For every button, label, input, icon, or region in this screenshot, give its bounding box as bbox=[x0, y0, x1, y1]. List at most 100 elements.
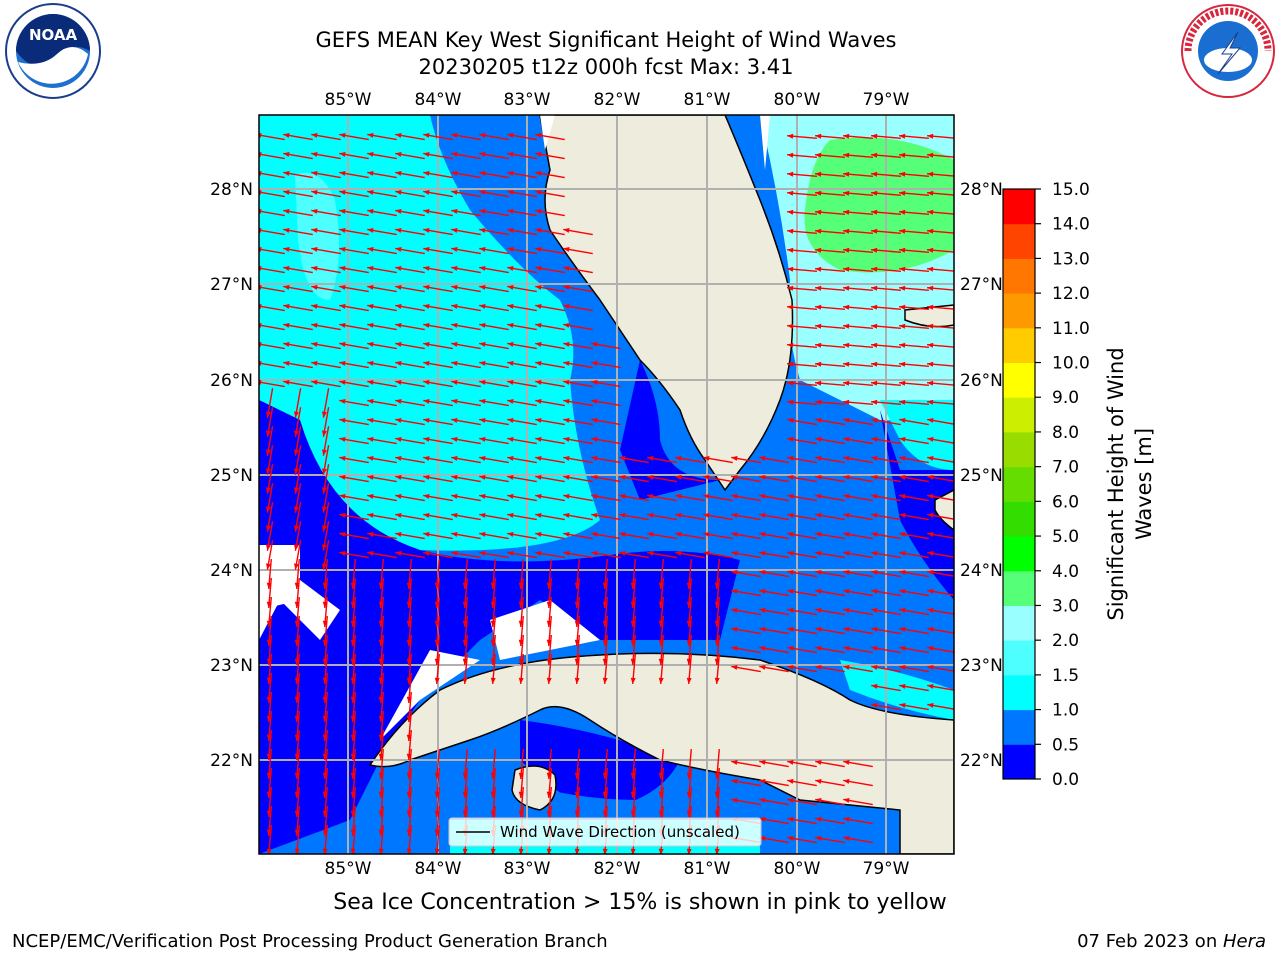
colorbar-segment bbox=[1003, 466, 1035, 502]
colorbar-tick-label: 6.0 bbox=[1052, 492, 1079, 512]
wind-arrow-head bbox=[927, 588, 934, 594]
wind-arrow-head bbox=[787, 550, 794, 556]
lon-label-bottom: 79°W bbox=[863, 859, 910, 879]
wind-arrow-head bbox=[927, 266, 934, 272]
wind-arrow-head bbox=[759, 778, 766, 784]
wind-arrow-head bbox=[563, 550, 570, 556]
wind-arrow-head bbox=[591, 341, 598, 347]
wind-arrow-head bbox=[843, 664, 850, 670]
wind-arrow-head bbox=[871, 152, 878, 158]
wind-arrow-head bbox=[563, 322, 570, 328]
wind-arrow-head bbox=[367, 170, 374, 176]
wind-arrow-head bbox=[871, 474, 878, 480]
wind-arrow-head bbox=[451, 550, 458, 556]
wind-arrow-head bbox=[787, 228, 794, 234]
wind-arrow-head bbox=[367, 246, 374, 252]
wind-arrow-head bbox=[423, 360, 430, 366]
wind-arrow-head bbox=[815, 493, 822, 499]
wind-arrow-head bbox=[591, 531, 598, 537]
wind-arrow-head bbox=[490, 677, 496, 684]
wind-arrow-head bbox=[283, 341, 290, 347]
wind-arrow-head bbox=[591, 474, 598, 480]
wind-arrow-head bbox=[591, 379, 598, 385]
wind-arrow-head bbox=[563, 265, 570, 271]
wind-arrow-head bbox=[265, 506, 271, 513]
wind-arrow-head bbox=[647, 531, 654, 537]
wind-arrow-head bbox=[479, 208, 486, 214]
lon-label-bottom: 82°W bbox=[594, 859, 641, 879]
wind-arrow-head bbox=[731, 778, 738, 784]
wind-arrow-head bbox=[367, 284, 374, 290]
wind-arrow-head bbox=[479, 303, 486, 309]
wind-arrow-head bbox=[843, 190, 850, 196]
wind-arrow-head bbox=[339, 512, 346, 518]
wind-arrow-head bbox=[367, 493, 374, 499]
wind-arrow-head bbox=[339, 189, 346, 195]
lat-label-left: 23°N bbox=[210, 656, 253, 676]
wind-arrow-head bbox=[451, 398, 458, 404]
wind-arrow-head bbox=[871, 683, 878, 689]
wind-arrow-head bbox=[759, 455, 766, 461]
lat-label-right: 25°N bbox=[960, 466, 1003, 486]
wind-arrow-head bbox=[283, 132, 290, 138]
wave-height-field bbox=[259, 115, 954, 854]
wind-arrow-head bbox=[535, 360, 542, 366]
wind-arrow-head bbox=[843, 342, 850, 348]
wind-arrow-head bbox=[591, 493, 598, 499]
wind-arrow-head bbox=[423, 303, 430, 309]
lon-labels-bottom: 85°W 84°W 83°W 82°W 81°W 80°W 79°W bbox=[325, 859, 910, 879]
lon-label-top: 83°W bbox=[504, 90, 551, 110]
wind-arrow-head bbox=[451, 322, 458, 328]
wind-arrow-head bbox=[899, 209, 906, 215]
wind-arrow-head bbox=[535, 151, 542, 157]
wind-arrow-head bbox=[283, 189, 290, 195]
wind-arrow-head bbox=[507, 531, 514, 537]
wind-arrow-head bbox=[899, 342, 906, 348]
colorbar-segment bbox=[1003, 431, 1035, 468]
wind-arrow-head bbox=[871, 209, 878, 215]
wind-arrow-head bbox=[591, 360, 598, 366]
wind-arrow-head bbox=[283, 170, 290, 176]
wind-arrow-head bbox=[283, 227, 290, 233]
wind-arrow-head bbox=[787, 816, 794, 822]
wind-arrow-head bbox=[535, 493, 542, 499]
wind-arrow-head bbox=[703, 455, 710, 461]
wind-arrow-head bbox=[367, 455, 374, 461]
wind-arrow-head bbox=[815, 569, 822, 575]
wind-arrow-head bbox=[283, 151, 290, 157]
wind-arrow-head bbox=[507, 474, 514, 480]
wind-arrow-head bbox=[507, 265, 514, 271]
wind-arrow-head bbox=[927, 607, 934, 613]
lat-label-right: 27°N bbox=[960, 275, 1003, 295]
wind-arrow-head bbox=[630, 677, 636, 684]
wind-arrow-head bbox=[293, 506, 299, 513]
wind-arrow-head bbox=[843, 285, 850, 291]
wind-arrow-head bbox=[899, 285, 906, 291]
wind-arrow-head bbox=[293, 487, 299, 494]
wind-arrow-head bbox=[815, 228, 822, 234]
wind-arrow-head bbox=[843, 797, 850, 803]
wind-arrow-head bbox=[787, 835, 794, 841]
wind-arrow-head bbox=[759, 493, 766, 499]
wind-arrow-head bbox=[535, 398, 542, 404]
wind-arrow-head bbox=[647, 512, 654, 518]
map-legend: Wind Wave Direction (unscaled) bbox=[448, 817, 762, 847]
wind-arrow-head bbox=[479, 360, 486, 366]
wind-arrow-head bbox=[927, 493, 934, 499]
nws-logo bbox=[1181, 4, 1275, 98]
wind-arrow-head bbox=[927, 531, 934, 537]
wind-arrow-head bbox=[507, 284, 514, 290]
wind-arrow-head bbox=[843, 512, 850, 518]
wind-arrow-head bbox=[787, 531, 794, 537]
wind-arrow-head bbox=[462, 677, 468, 684]
wind-arrow-head bbox=[899, 304, 906, 310]
wind-arrow-head bbox=[535, 132, 542, 138]
wind-arrow-head bbox=[787, 266, 794, 272]
colorbar-tick-label: 10.0 bbox=[1052, 354, 1090, 374]
wind-arrow-head bbox=[546, 848, 552, 854]
colorbar-segment bbox=[1003, 570, 1035, 606]
wind-arrow-head bbox=[339, 227, 346, 233]
wind-arrow-head bbox=[619, 531, 626, 537]
wind-arrow-head bbox=[843, 607, 850, 613]
colorbar-segment bbox=[1003, 744, 1035, 780]
